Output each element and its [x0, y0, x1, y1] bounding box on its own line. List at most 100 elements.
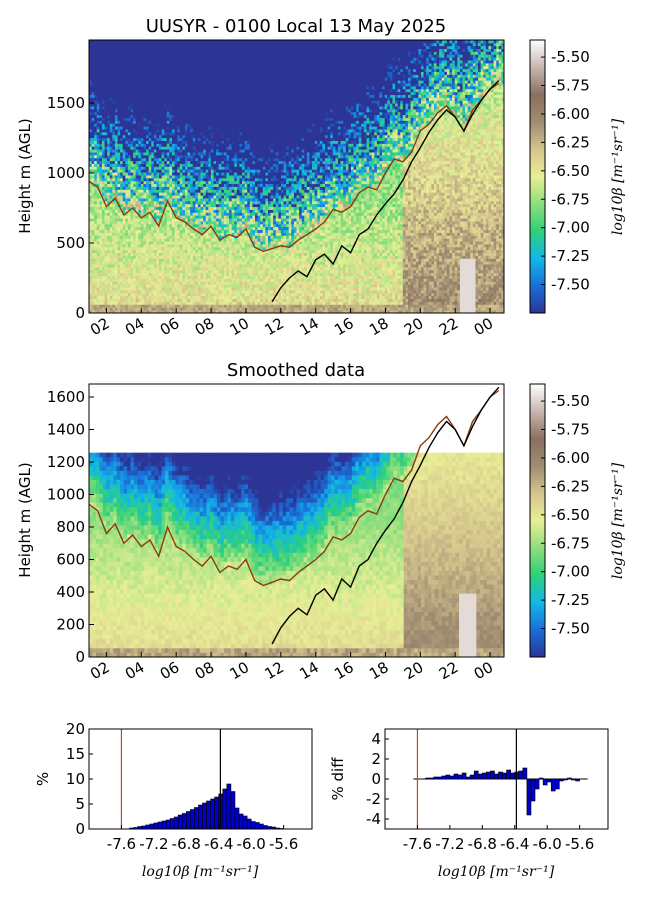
heatmap-cell	[125, 172, 129, 176]
heatmap-cell	[192, 163, 196, 167]
heatmap-cell	[89, 157, 92, 162]
heatmap-cell	[164, 80, 168, 84]
heatmap-cell	[192, 120, 196, 124]
heatmap-cell	[169, 301, 173, 305]
heatmap-cell	[164, 290, 168, 294]
heatmap-cell	[172, 301, 175, 305]
heatmap-cell	[174, 54, 178, 58]
heatmap-cell	[208, 304, 212, 308]
heatmap-cell	[169, 163, 173, 167]
heatmap-cell	[91, 200, 95, 205]
heatmap-cell	[140, 97, 144, 101]
heatmap-cell	[190, 206, 194, 210]
heatmap-cell	[148, 229, 152, 233]
heatmap-cell	[127, 180, 131, 185]
heatmap-cell	[143, 246, 147, 251]
heatmap-cell	[179, 83, 183, 87]
heatmap-cell	[94, 281, 98, 285]
heatmap-cell	[166, 304, 170, 308]
heatmap-cell	[187, 175, 191, 179]
heatmap-cell	[208, 71, 212, 75]
heatmap-cell	[182, 238, 186, 242]
heatmap-cell	[192, 140, 196, 144]
heatmap-cell	[117, 106, 121, 110]
heatmap-cell	[99, 71, 103, 75]
heatmap-cell	[96, 232, 100, 236]
heatmap-cell	[187, 287, 191, 291]
heatmap-cell	[133, 249, 137, 254]
heatmap-cell	[164, 221, 168, 225]
heatmap-cell	[151, 292, 155, 297]
heatmap-cell	[138, 267, 142, 271]
heatmap-cell	[143, 114, 147, 118]
heatmap-cell	[109, 258, 113, 262]
heatmap-cell	[135, 229, 139, 233]
heatmap-cell	[125, 120, 129, 124]
heatmap-cell	[182, 183, 186, 187]
heatmap-cell	[127, 160, 131, 164]
heatmap-cell	[99, 120, 103, 124]
heatmap-cell	[179, 157, 183, 162]
heatmap-cell	[104, 80, 108, 84]
heatmap-cell	[184, 114, 188, 118]
heatmap-cell	[107, 140, 111, 144]
heatmap-cell	[107, 255, 111, 259]
heatmap-cell	[182, 157, 186, 162]
heatmap-cell	[208, 209, 212, 213]
heatmap-cell	[179, 221, 183, 225]
heatmap-cell	[174, 290, 178, 294]
heatmap-cell	[169, 186, 173, 190]
heatmap-cell	[172, 103, 175, 107]
heatmap-cell	[104, 100, 108, 104]
heatmap-cell	[148, 169, 152, 173]
heatmap-cell	[221, 83, 225, 87]
heatmap-cell	[179, 111, 183, 116]
heatmap-cell	[112, 307, 116, 311]
heatmap-cell	[190, 117, 194, 121]
heatmap-cell	[192, 287, 196, 291]
heatmap-cell	[104, 183, 108, 187]
heatmap-cell	[122, 120, 126, 124]
heatmap-cell	[187, 212, 191, 216]
heatmap-cell	[159, 272, 163, 277]
heatmap-cell	[114, 175, 118, 179]
heatmap-cell	[164, 62, 168, 67]
heatmap-cell	[127, 60, 131, 64]
heatmap-cell	[122, 272, 126, 277]
heatmap-cell	[114, 307, 118, 311]
heatmap-cell	[101, 131, 105, 136]
heatmap-cell	[213, 235, 217, 239]
heatmap-cell	[172, 195, 175, 199]
heatmap-cell	[99, 62, 103, 67]
heatmap-cell	[223, 200, 227, 205]
heatmap-cell	[143, 140, 147, 144]
heatmap-cell	[174, 157, 178, 162]
heatmap-cell	[159, 126, 163, 130]
heatmap-cell	[159, 65, 163, 70]
heatmap-cell	[216, 215, 220, 219]
heatmap-cell	[200, 154, 204, 159]
heatmap-cell	[138, 183, 142, 187]
heatmap-cell	[213, 244, 217, 248]
heatmap-cell	[177, 241, 181, 245]
heatmap-cell	[208, 272, 212, 277]
heatmap-cell	[192, 209, 196, 213]
heatmap-cell	[172, 290, 175, 294]
heatmap-cell	[117, 85, 121, 90]
heatmap-cell	[135, 77, 139, 81]
heatmap-cell	[114, 295, 118, 300]
heatmap-cell	[133, 307, 137, 311]
heatmap-cell	[109, 212, 113, 216]
heatmap-cell	[96, 269, 100, 274]
heatmap-cell	[148, 97, 152, 101]
heatmap-cell	[169, 278, 173, 282]
heatmap-cell	[169, 284, 173, 288]
heatmap-cell	[99, 146, 103, 150]
heatmap-cell	[164, 140, 168, 144]
heatmap-cell	[114, 169, 118, 173]
heatmap-cell	[190, 301, 194, 305]
heatmap-cell	[172, 292, 175, 297]
heatmap-cell	[216, 149, 220, 153]
heatmap-cell	[218, 172, 222, 176]
heatmap-cell	[184, 235, 188, 239]
